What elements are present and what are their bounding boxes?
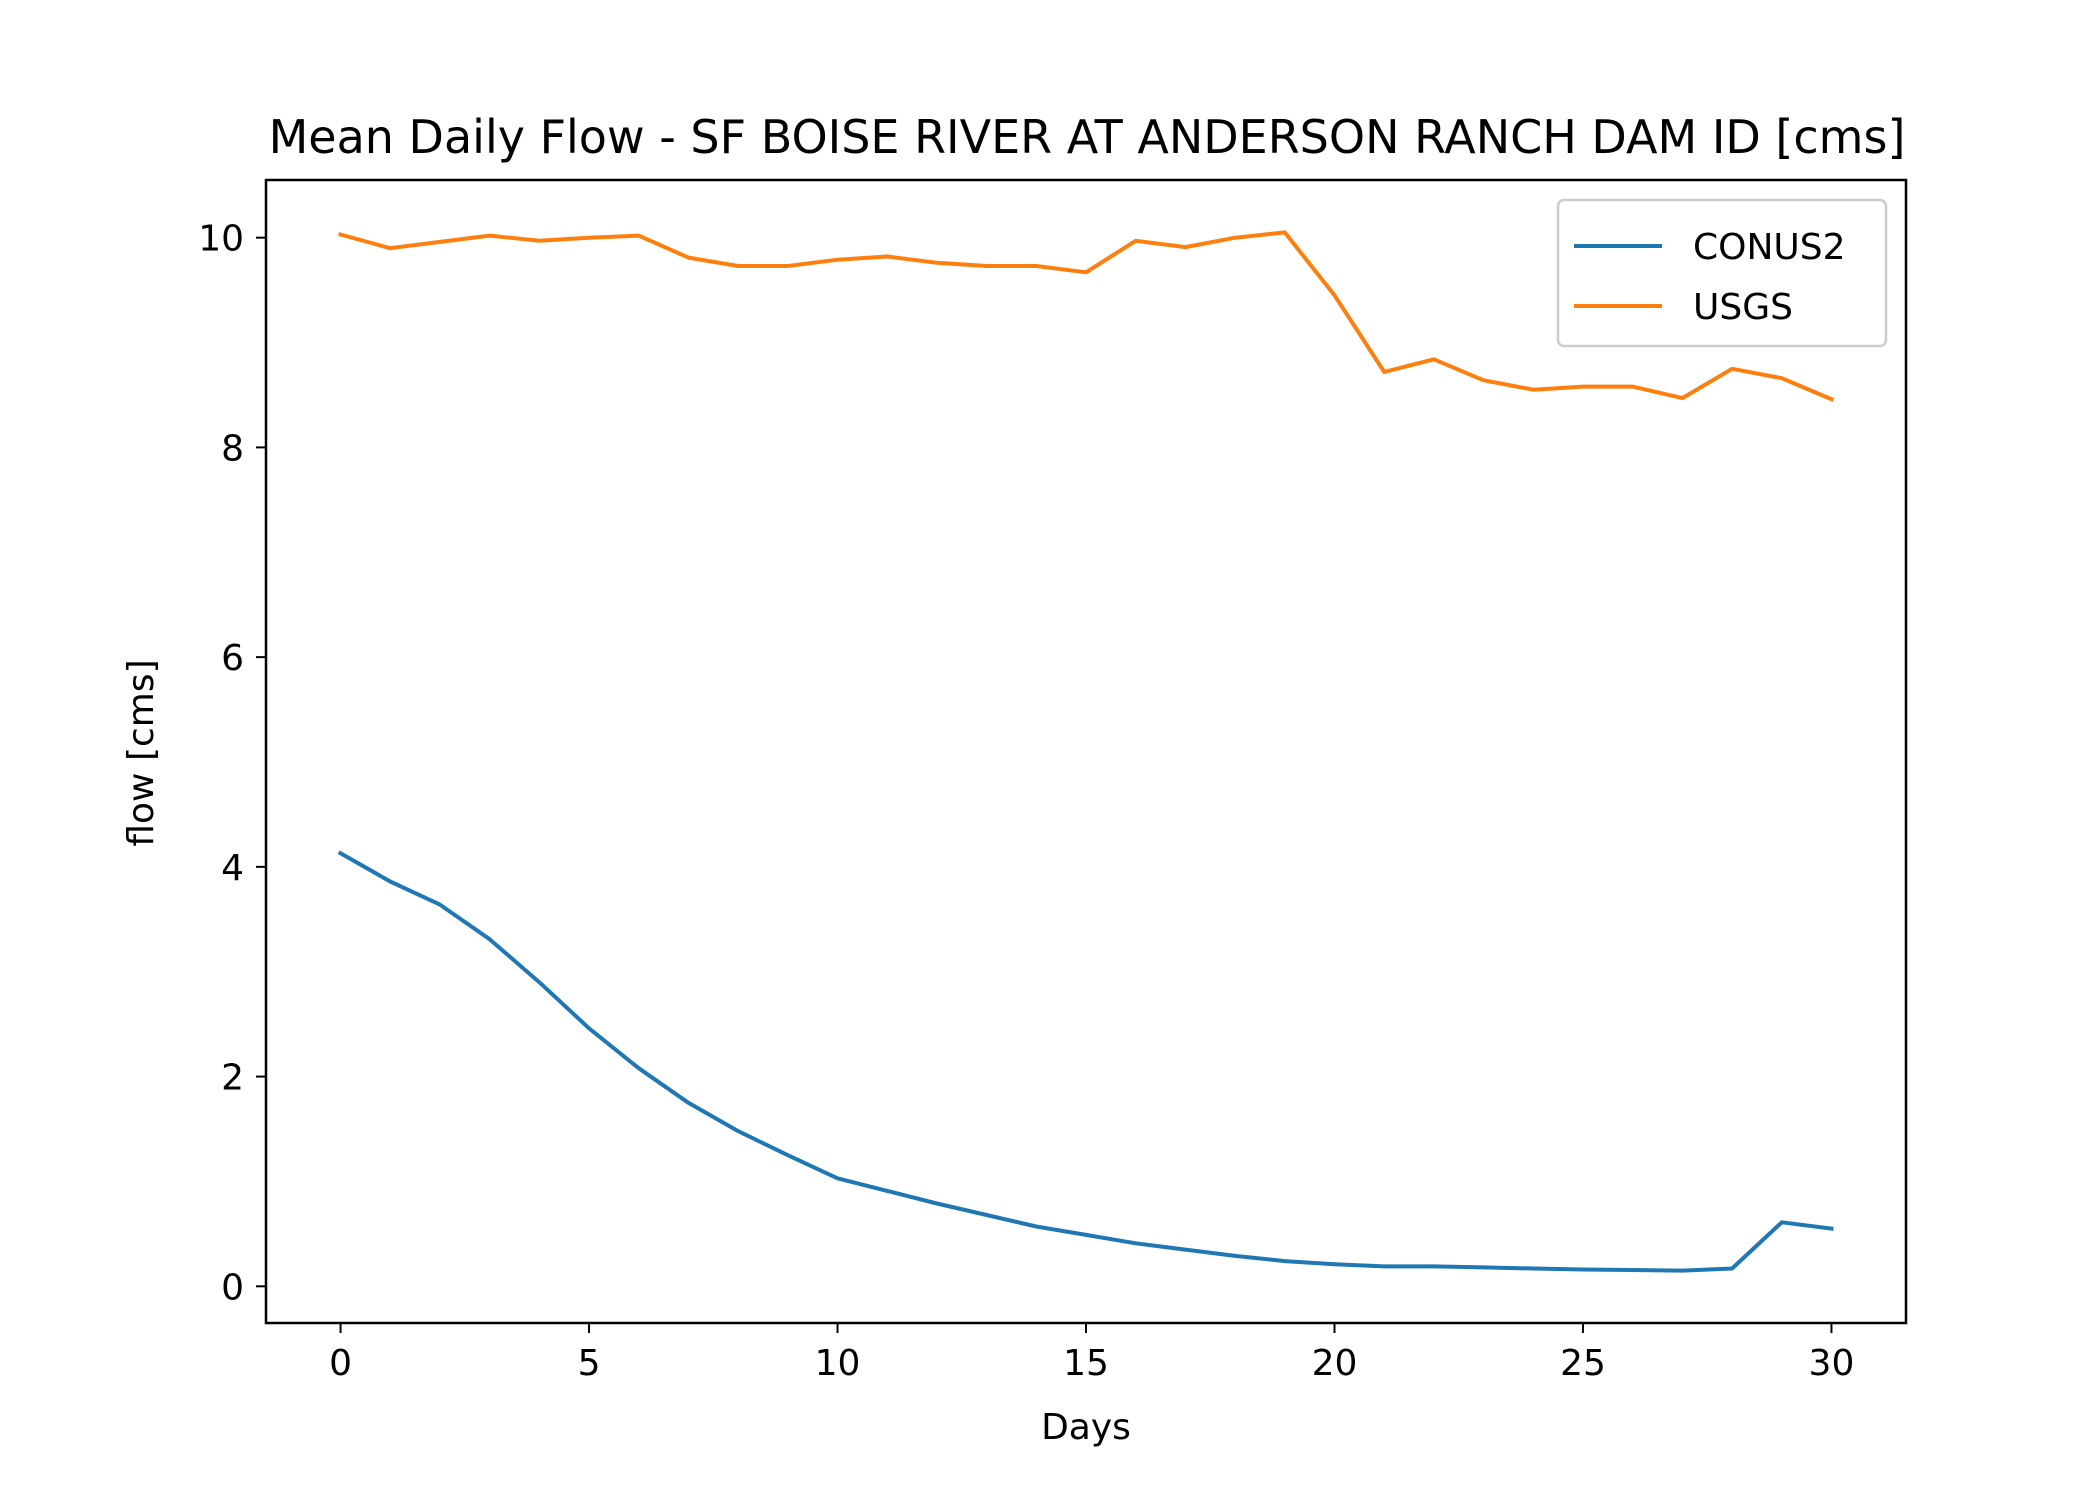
- x-tick-label: 5: [578, 1343, 601, 1384]
- x-tick-label: 10: [815, 1343, 861, 1384]
- series-line-usgs: [338, 230, 1835, 402]
- y-axis-label: flow [cms]: [121, 659, 162, 846]
- x-tick-label: 15: [1063, 1343, 1109, 1384]
- legend-label: USGS: [1693, 287, 1793, 328]
- x-tick-label: 30: [1809, 1343, 1855, 1384]
- series-line-conus2: [337, 850, 1834, 1273]
- series-layer: [337, 230, 1835, 1273]
- legend-box: [1556, 198, 1888, 348]
- y-tick-label: 6: [221, 638, 244, 679]
- y-axis: 0 2 4 6 8 10: [198, 219, 266, 1308]
- y-tick-label: 4: [221, 848, 244, 889]
- y-tick-label: 10: [198, 219, 244, 260]
- x-tick-label: 25: [1560, 1343, 1606, 1384]
- legend-label: CONUS2: [1693, 227, 1846, 268]
- chart-title: Mean Daily Flow - SF BOISE RIVER AT ANDE…: [269, 110, 1906, 164]
- x-axis-label: Days: [1041, 1407, 1131, 1448]
- y-tick-label: 8: [221, 428, 244, 469]
- x-tick-label: 20: [1312, 1343, 1358, 1384]
- x-tick-label: 0: [329, 1343, 352, 1384]
- y-tick-label: 2: [221, 1058, 244, 1099]
- y-tick-label: 0: [221, 1267, 244, 1308]
- legend: CONUS2 USGS: [1556, 198, 1888, 348]
- x-axis: 0 5 10 15 20 25 30: [329, 1323, 1854, 1384]
